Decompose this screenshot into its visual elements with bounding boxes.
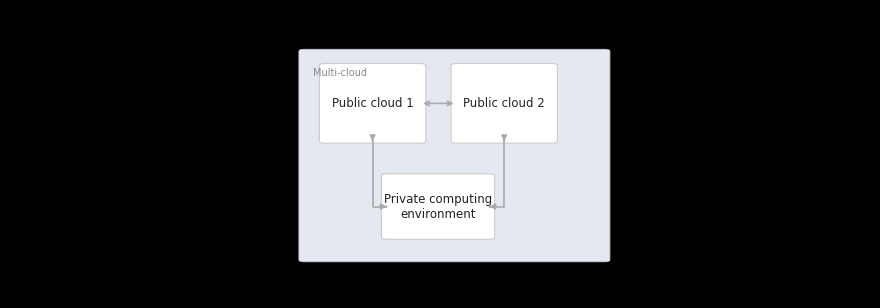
FancyBboxPatch shape: [381, 174, 495, 239]
FancyBboxPatch shape: [451, 63, 557, 143]
FancyBboxPatch shape: [319, 63, 426, 143]
FancyBboxPatch shape: [299, 49, 610, 262]
Text: Public cloud 1: Public cloud 1: [332, 97, 414, 110]
Text: Multi-cloud: Multi-cloud: [313, 68, 367, 78]
Text: Private computing
environment: Private computing environment: [384, 192, 492, 221]
Text: Public cloud 2: Public cloud 2: [464, 97, 545, 110]
